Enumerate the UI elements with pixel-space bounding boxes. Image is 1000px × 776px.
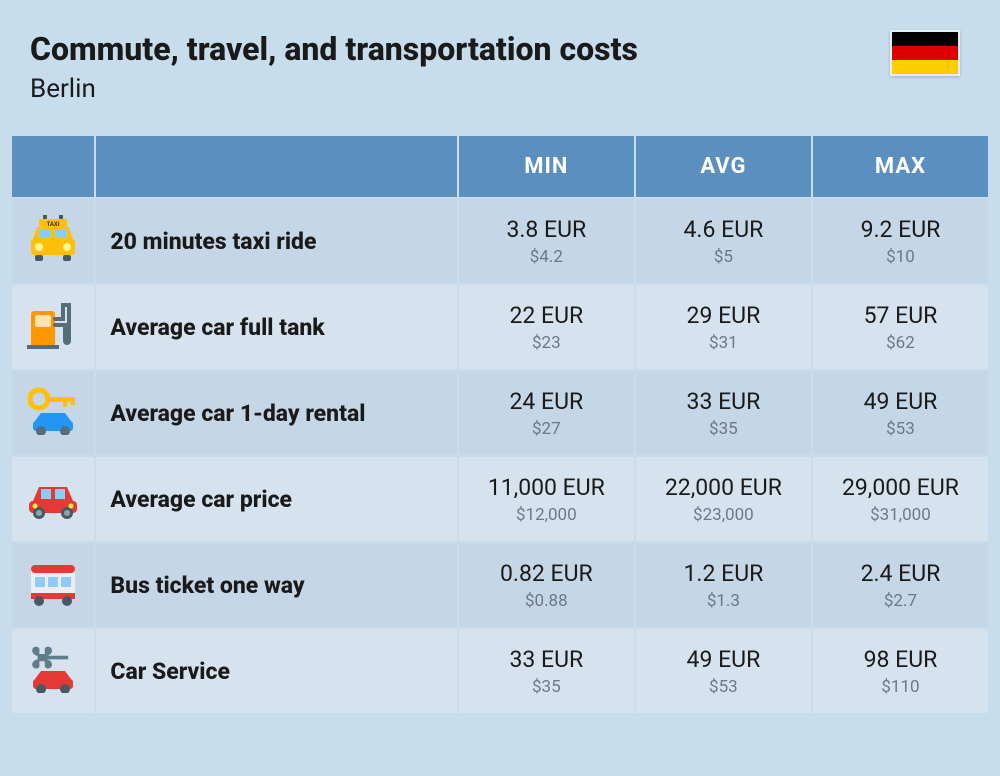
row-label-text: 20 minutes taxi ride <box>110 228 448 255</box>
table-row: Average car price 11,000 EUR $12,000 22,000… <box>12 457 988 541</box>
table-row: Car Service 33 EUR $35 49 EUR $53 98 EUR $110 <box>12 629 988 713</box>
row-label-text: Average car price <box>110 486 448 513</box>
cell-min: 3.8 EUR $4.2 <box>459 199 634 283</box>
cell-max: 29,000 EUR $31,000 <box>813 457 988 541</box>
row-label: Car Service <box>96 629 456 713</box>
value-eur: 57 EUR <box>821 302 980 330</box>
col-header-avg: AVG <box>636 136 811 197</box>
costs-table: MIN AVG MAX 20 minutes taxi ride 3.8 EUR $… <box>0 134 1000 715</box>
cell-avg: 29 EUR $31 <box>636 285 811 369</box>
cell-avg: 22,000 EUR $23,000 <box>636 457 811 541</box>
value-eur: 0.82 EUR <box>467 560 626 588</box>
value-eur: 22,000 EUR <box>644 474 803 502</box>
value-eur: 1.2 EUR <box>644 560 803 588</box>
value-eur: 24 EUR <box>467 388 626 416</box>
value-usd: $35 <box>467 677 626 697</box>
cell-avg: 4.6 EUR $5 <box>636 199 811 283</box>
wrench-car-icon <box>12 629 94 713</box>
cell-min: 0.82 EUR $0.88 <box>459 543 634 627</box>
cell-max: 98 EUR $110 <box>813 629 988 713</box>
table-row: Bus ticket one way 0.82 EUR $0.88 1.2 EUR $1… <box>12 543 988 627</box>
germany-flag-icon <box>890 30 960 76</box>
value-usd: $0.88 <box>467 591 626 611</box>
row-label: Average car 1-day rental <box>96 371 456 455</box>
car-icon <box>12 457 94 541</box>
value-usd: $53 <box>644 677 803 697</box>
value-eur: 11,000 EUR <box>467 474 626 502</box>
cell-avg: 49 EUR $53 <box>636 629 811 713</box>
row-label: Average car full tank <box>96 285 456 369</box>
value-usd: $10 <box>821 247 980 267</box>
col-header-label <box>96 136 456 197</box>
value-usd: $23 <box>467 333 626 353</box>
page-subtitle: Berlin <box>30 74 638 104</box>
table-row: Average car full tank 22 EUR $23 29 EUR $31 5… <box>12 285 988 369</box>
cell-min: 33 EUR $35 <box>459 629 634 713</box>
page-header: Commute, travel, and transportation cost… <box>0 0 1000 134</box>
value-eur: 29 EUR <box>644 302 803 330</box>
value-eur: 22 EUR <box>467 302 626 330</box>
col-header-icon <box>12 136 94 197</box>
value-usd: $31,000 <box>821 505 980 525</box>
value-eur: 98 EUR <box>821 646 980 674</box>
value-eur: 3.8 EUR <box>467 216 626 244</box>
flag-stripe <box>892 60 958 74</box>
value-usd: $23,000 <box>644 505 803 525</box>
cell-max: 9.2 EUR $10 <box>813 199 988 283</box>
car-key-icon <box>12 371 94 455</box>
taxi-icon <box>12 199 94 283</box>
row-label: Average car price <box>96 457 456 541</box>
value-usd: $31 <box>644 333 803 353</box>
row-label-text: Average car full tank <box>110 314 448 341</box>
cell-min: 11,000 EUR $12,000 <box>459 457 634 541</box>
table-row: 20 minutes taxi ride 3.8 EUR $4.2 4.6 EUR $5… <box>12 199 988 283</box>
value-eur: 2.4 EUR <box>821 560 980 588</box>
value-usd: $35 <box>644 419 803 439</box>
value-eur: 49 EUR <box>644 646 803 674</box>
value-eur: 4.6 EUR <box>644 216 803 244</box>
cell-min: 24 EUR $27 <box>459 371 634 455</box>
value-usd: $27 <box>467 419 626 439</box>
value-eur: 33 EUR <box>467 646 626 674</box>
row-label: Bus ticket one way <box>96 543 456 627</box>
value-usd: $4.2 <box>467 247 626 267</box>
cell-max: 2.4 EUR $2.7 <box>813 543 988 627</box>
value-usd: $5 <box>644 247 803 267</box>
value-usd: $53 <box>821 419 980 439</box>
bus-icon <box>12 543 94 627</box>
value-eur: 9.2 EUR <box>821 216 980 244</box>
value-usd: $62 <box>821 333 980 353</box>
row-label-text: Car Service <box>110 658 448 685</box>
page-title: Commute, travel, and transportation cost… <box>30 30 638 68</box>
fuel-pump-icon <box>12 285 94 369</box>
col-header-min: MIN <box>459 136 634 197</box>
value-usd: $12,000 <box>467 505 626 525</box>
row-label: 20 minutes taxi ride <box>96 199 456 283</box>
flag-stripe <box>892 32 958 46</box>
cell-max: 57 EUR $62 <box>813 285 988 369</box>
value-usd: $2.7 <box>821 591 980 611</box>
value-usd: $110 <box>821 677 980 697</box>
value-eur: 49 EUR <box>821 388 980 416</box>
table-row: Average car 1-day rental 24 EUR $27 33 EUR $… <box>12 371 988 455</box>
value-eur: 29,000 EUR <box>821 474 980 502</box>
col-header-max: MAX <box>813 136 988 197</box>
cell-min: 22 EUR $23 <box>459 285 634 369</box>
value-eur: 33 EUR <box>644 388 803 416</box>
row-label-text: Bus ticket one way <box>110 572 448 599</box>
flag-stripe <box>892 46 958 60</box>
cell-avg: 33 EUR $35 <box>636 371 811 455</box>
cell-max: 49 EUR $53 <box>813 371 988 455</box>
cell-avg: 1.2 EUR $1.3 <box>636 543 811 627</box>
row-label-text: Average car 1-day rental <box>110 400 448 427</box>
value-usd: $1.3 <box>644 591 803 611</box>
